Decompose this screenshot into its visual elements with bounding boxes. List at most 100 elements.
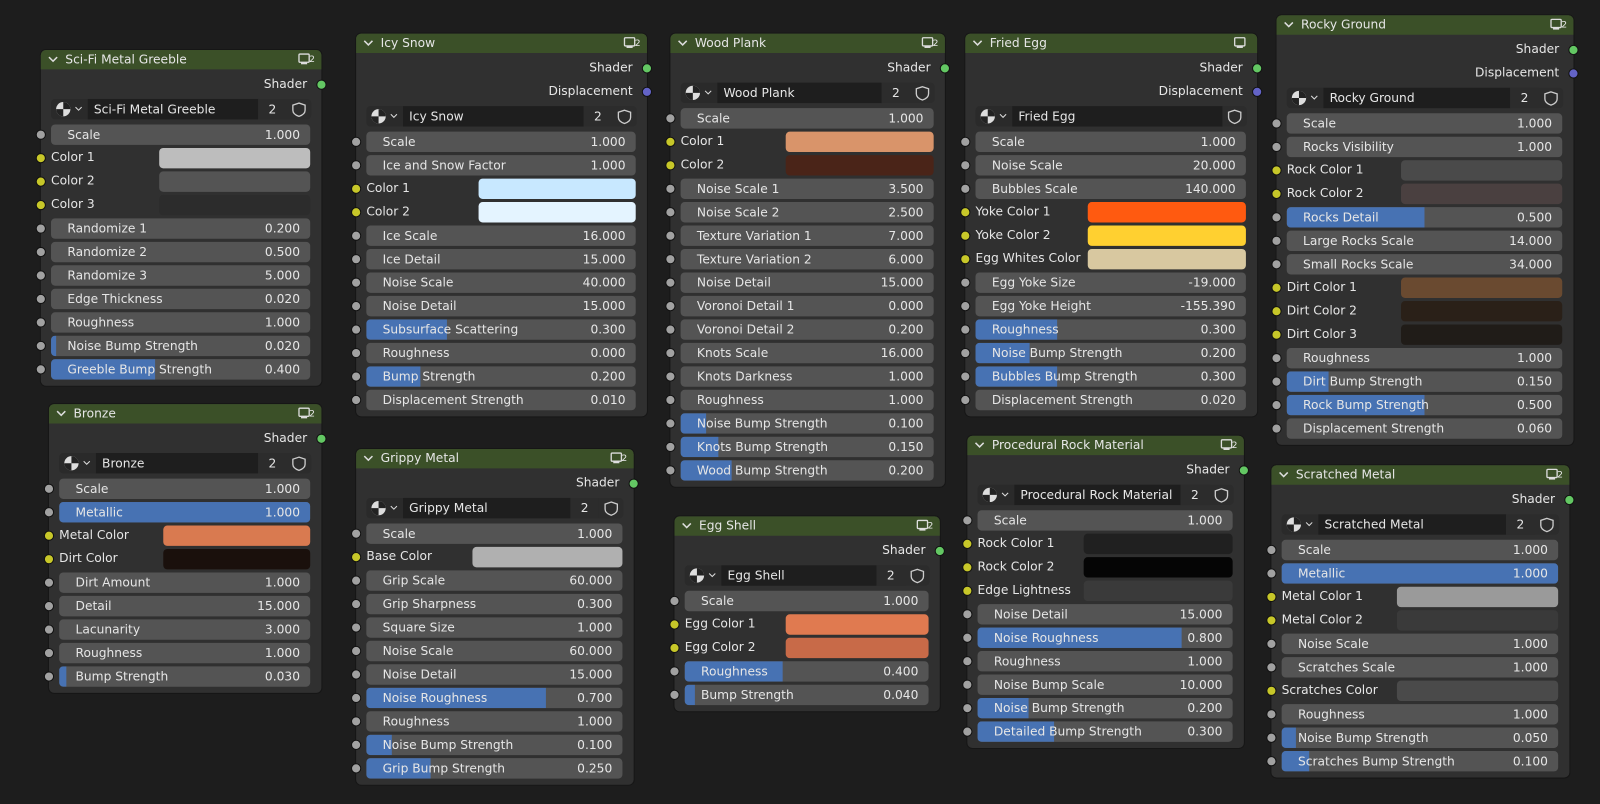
input-socket[interactable]: [351, 371, 362, 382]
input-socket[interactable]: [1271, 353, 1282, 364]
material-browse[interactable]: [59, 453, 96, 474]
input-socket[interactable]: [35, 270, 46, 281]
input-socket[interactable]: [962, 562, 973, 573]
value-field[interactable]: Scale 1.000: [1281, 539, 1559, 561]
fake-user-toggle[interactable]: [910, 82, 935, 104]
input-socket[interactable]: [351, 528, 362, 539]
node[interactable]: Scratched Metal 2 Shader Scratched Metal 2 Sc…: [1266, 465, 1575, 778]
color-swatch[interactable]: [785, 155, 934, 176]
material-browse[interactable]: [684, 565, 722, 586]
collapse-toggle[interactable]: [971, 37, 983, 49]
collapse-toggle[interactable]: [47, 53, 59, 65]
user-count[interactable]: 2: [1180, 484, 1210, 506]
fake-user-toggle[interactable]: [598, 497, 624, 519]
color-swatch[interactable]: [785, 131, 934, 153]
user-count[interactable]: 2: [881, 82, 911, 104]
input-socket[interactable]: [1271, 235, 1282, 246]
material-browse[interactable]: [366, 106, 404, 127]
value-field[interactable]: Noise Bump Strength 0.200: [975, 342, 1246, 364]
value-field[interactable]: Noise Detail 15.000: [366, 295, 636, 317]
input-socket[interactable]: [960, 301, 971, 312]
value-field[interactable]: Scale 1.000: [59, 478, 311, 499]
value-field[interactable]: Displacement Strength 0.060: [1286, 418, 1563, 439]
value-field[interactable]: Ice Detail 15.000: [366, 248, 636, 270]
value-field[interactable]: Roughness 1.000: [366, 711, 623, 732]
input-socket[interactable]: [351, 739, 362, 750]
node[interactable]: Bronze 2 Shader Bronze 2 Scale 1.000 Metallic 1.…: [43, 404, 327, 693]
value-field[interactable]: Noise Scale 2 2.500: [680, 202, 934, 223]
value-field[interactable]: Scale 1.000: [1286, 113, 1563, 134]
value-field[interactable]: Egg Yoke Size -19.000: [975, 272, 1246, 293]
value-field[interactable]: Scale 1.000: [366, 131, 636, 153]
color-swatch[interactable]: [163, 548, 311, 570]
value-field[interactable]: Randomize 2 0.500: [51, 241, 311, 263]
value-field[interactable]: Rocks Visibility 1.000: [1286, 136, 1563, 158]
node[interactable]: Fried Egg Shader Displacement Fried Egg Scal…: [960, 33, 1263, 417]
collapse-toggle[interactable]: [1283, 18, 1295, 30]
node[interactable]: Sci-Fi Metal Greeble 2 Shader Sci-Fi Metal …: [35, 49, 327, 386]
value-field[interactable]: Roughness 0.400: [684, 661, 929, 682]
input-socket[interactable]: [351, 575, 362, 586]
input-socket[interactable]: [962, 726, 973, 737]
collapse-toggle[interactable]: [973, 439, 985, 451]
value-field[interactable]: Dirt Bump Strength 0.150: [1286, 371, 1563, 392]
value-field[interactable]: Bump Strength 0.200: [366, 366, 636, 387]
input-socket[interactable]: [665, 183, 676, 194]
color-swatch[interactable]: [1083, 580, 1233, 602]
input-socket[interactable]: [962, 585, 973, 596]
value-field[interactable]: Knots Darkness 1.000: [680, 366, 934, 387]
value-field[interactable]: Large Rocks Scale 14.000: [1286, 230, 1563, 252]
input-socket[interactable]: [35, 129, 46, 140]
input-socket[interactable]: [669, 619, 680, 630]
output-socket[interactable]: [939, 63, 950, 74]
value-field[interactable]: Displacement Strength 0.010: [366, 389, 636, 411]
input-socket[interactable]: [351, 552, 362, 563]
input-socket[interactable]: [1266, 544, 1277, 556]
value-field[interactable]: Grip Sharpness 0.300: [366, 593, 623, 615]
output-socket[interactable]: [641, 86, 653, 97]
input-socket[interactable]: [665, 465, 676, 476]
output-socket[interactable]: [316, 79, 327, 90]
input-socket[interactable]: [1266, 709, 1277, 720]
node-header[interactable]: Fried Egg: [965, 33, 1258, 54]
input-socket[interactable]: [669, 666, 680, 677]
value-field[interactable]: Edge Thickness 0.020: [51, 288, 311, 310]
input-socket[interactable]: [1271, 423, 1282, 434]
input-socket[interactable]: [665, 160, 676, 171]
input-socket[interactable]: [351, 394, 362, 406]
input-socket[interactable]: [43, 601, 55, 612]
input-socket[interactable]: [43, 507, 55, 518]
input-socket[interactable]: [669, 595, 680, 607]
color-swatch[interactable]: [472, 546, 623, 568]
value-field[interactable]: Displacement Strength 0.020: [975, 389, 1246, 411]
material-browse[interactable]: [51, 98, 88, 120]
value-field[interactable]: Noise Bump Strength 0.100: [366, 734, 623, 756]
value-field[interactable]: Lacunarity 3.000: [59, 619, 311, 640]
value-field[interactable]: Dirt Amount 1.000: [59, 572, 311, 593]
input-socket[interactable]: [351, 716, 362, 727]
input-socket[interactable]: [962, 656, 973, 667]
fake-user-toggle[interactable]: [1209, 484, 1234, 506]
value-field[interactable]: Noise Scale 20.000: [975, 155, 1246, 176]
color-swatch[interactable]: [1083, 533, 1233, 555]
value-field[interactable]: Roughness 0.300: [975, 319, 1246, 340]
value-field[interactable]: Greeble Bump Strength 0.400: [51, 359, 311, 380]
color-swatch[interactable]: [478, 202, 636, 223]
input-socket[interactable]: [665, 207, 676, 218]
input-socket[interactable]: [665, 301, 676, 312]
node-header[interactable]: Grippy Metal 2: [356, 448, 634, 469]
input-socket[interactable]: [665, 418, 676, 429]
node[interactable]: Icy Snow 2 Shader Displacement Icy Snow 2 Scal…: [351, 33, 653, 417]
value-field[interactable]: Scratches Bump Strength 0.100: [1281, 751, 1559, 772]
user-count[interactable]: 2: [570, 497, 599, 519]
color-swatch[interactable]: [1401, 183, 1563, 205]
user-count[interactable]: 2: [583, 106, 613, 127]
output-socket[interactable]: [1564, 494, 1575, 506]
input-socket[interactable]: [1271, 188, 1282, 199]
fake-user-toggle[interactable]: [1534, 514, 1560, 535]
input-socket[interactable]: [1266, 732, 1277, 743]
input-socket[interactable]: [1271, 141, 1282, 153]
value-field[interactable]: Egg Yoke Height -155.390: [975, 295, 1246, 317]
node-header[interactable]: Egg Shell 2: [674, 516, 940, 536]
input-socket[interactable]: [962, 609, 973, 620]
